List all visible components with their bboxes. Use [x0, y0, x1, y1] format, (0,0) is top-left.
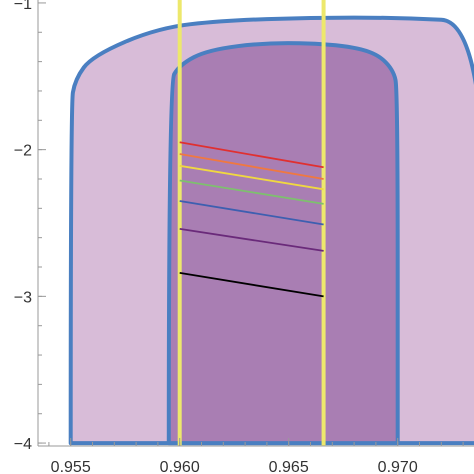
y-tick-label: −1 [14, 0, 32, 13]
series-lines [179, 141, 324, 298]
x-tick-label: 0.955 [51, 459, 91, 474]
series-line-5 [179, 200, 324, 226]
x-tick-label: 0.965 [269, 459, 309, 474]
x-tick-label: 0.960 [160, 459, 200, 474]
series-line-7 [179, 272, 324, 298]
x-tick-label: 0.970 [378, 459, 418, 474]
confidence-regions [68, 15, 474, 446]
y-tick-label: −3 [14, 289, 32, 306]
series-line-1 [179, 141, 324, 169]
series-line-4 [179, 179, 324, 205]
y-tick-label: −2 [14, 143, 32, 160]
series-line-3 [179, 164, 324, 191]
vertical-lines [177, 0, 326, 446]
series-line-2 [179, 153, 324, 180]
series-line-6 [179, 228, 324, 252]
y-tick-label: −4 [14, 436, 32, 453]
inner-contour-region [166, 41, 400, 446]
